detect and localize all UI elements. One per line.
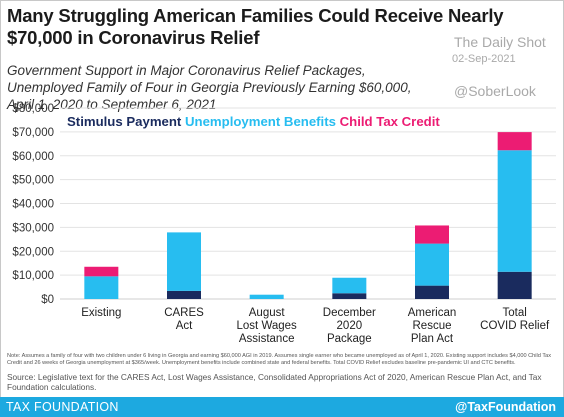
legend-entry: Child Tax Credit (340, 114, 441, 129)
watermark-handle: @SoberLook (454, 83, 536, 99)
bar-segment (415, 225, 449, 244)
x-tick-label: 2020 (337, 320, 363, 332)
x-tick-label: Plan Act (411, 333, 454, 345)
y-tick-label: $40,000 (12, 199, 54, 211)
bar-segment (332, 293, 367, 299)
bar-segment (415, 285, 449, 299)
legend: Stimulus Payment Unemployment Benefits C… (67, 114, 440, 129)
x-tick-label: Total (503, 307, 527, 319)
bar-segment (497, 132, 532, 151)
bar-segment (167, 290, 201, 299)
y-tick-label: $10,000 (12, 270, 54, 282)
x-tick-label: August (249, 307, 286, 319)
y-tick-label: $20,000 (12, 246, 54, 258)
bar-segment (84, 276, 119, 299)
x-tick-label: December (323, 307, 376, 319)
legend-entry: Stimulus Payment (67, 114, 185, 129)
x-tick-label: American (408, 307, 457, 319)
x-tick-label: Assistance (239, 333, 295, 345)
x-tick-label: Lost Wages (237, 320, 298, 332)
footer-org: TAX FOUNDATION (6, 400, 119, 414)
chart-source: Source: Legislative text for the CARES A… (7, 372, 542, 393)
chart-title: Many Struggling American Families Could … (7, 5, 504, 48)
legend-entry: Unemployment Benefits (185, 114, 340, 129)
y-tick-label: $60,000 (12, 151, 54, 163)
x-tick-label: Existing (81, 307, 121, 319)
y-tick-label: $30,000 (12, 222, 54, 234)
gridlines (60, 107, 556, 300)
y-tick-label: $70,000 (12, 127, 54, 139)
footer-bar: TAX FOUNDATION @TaxFoundation (0, 397, 564, 417)
y-axis-ticks: $0 $10,000 $20,000 $30,000 $40,000 $50,000 $60… (12, 103, 54, 306)
footer-handle: @TaxFoundation (455, 400, 556, 414)
bar-segment (167, 232, 201, 291)
bar-segment (415, 243, 449, 286)
y-tick-label: $0 (41, 294, 54, 306)
y-tick-label: $50,000 (12, 175, 54, 187)
x-tick-label: CARES (164, 307, 204, 319)
bar-segment (332, 277, 367, 294)
bar-segment (84, 266, 119, 277)
chart-notes: Note: Assumes a family of four with two … (7, 353, 552, 367)
legend-text: Stimulus Payment Unemployment Benefits C… (67, 114, 440, 129)
watermark-source: The Daily Shot (454, 34, 546, 50)
x-tick-label: Rescue (413, 320, 452, 332)
bar-segment (497, 271, 532, 299)
watermark-date: 02-Sep-2021 (452, 53, 516, 65)
x-tick-label: COVID Relief (480, 320, 550, 332)
bars (84, 132, 532, 299)
y-tick-label: $80,000 (12, 103, 54, 115)
x-tick-label: Package (327, 333, 372, 345)
x-tick-label: Act (176, 320, 193, 332)
bar-segment (249, 294, 284, 299)
bar-segment (497, 150, 532, 272)
